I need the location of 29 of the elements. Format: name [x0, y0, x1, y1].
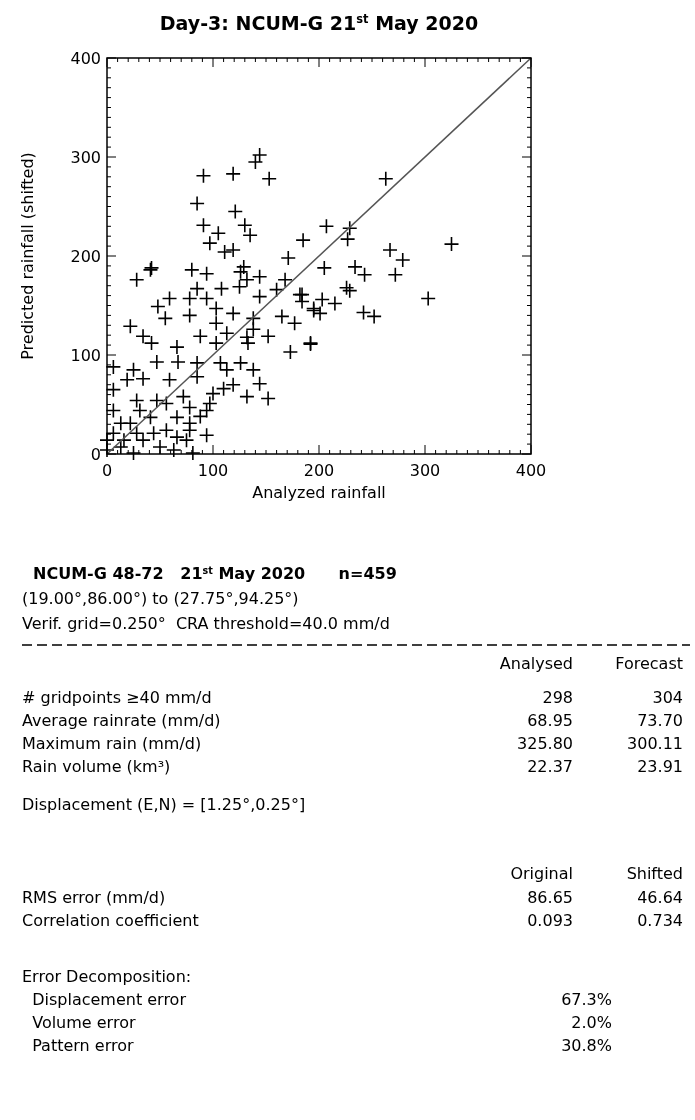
y-tick-label: 200 — [70, 247, 101, 266]
y-tick-label: 400 — [70, 49, 101, 68]
text: Rain volume (km³) 22.37 23.91 — [22, 757, 683, 776]
text: # gridpoints ≥40 mm/d 298 304 — [22, 688, 683, 707]
y-tick-label: 100 — [70, 346, 101, 365]
text: RMS error (mm/d) 86.65 46.64 — [22, 888, 683, 907]
text: Pattern error 30.8% — [32, 1036, 612, 1055]
x-tick-label: 400 — [515, 461, 547, 480]
text: (19.00°,86.00°) to (27.75°,94.25°) — [22, 589, 299, 608]
x-tick-label: 100 — [197, 461, 229, 480]
x-axis-title: Analyzed rainfall — [252, 483, 386, 502]
y-tick-label: 0 — [90, 445, 101, 464]
x-tick-label: 0 — [101, 461, 113, 480]
chart-title: Day-3: NCUM-G 21$^{st}$ May 2020 — [159, 12, 479, 34]
x-tick-label: 300 — [409, 461, 441, 480]
text: Average rainrate (mm/d) 68.95 73.70 — [22, 711, 683, 730]
y-axis-title: Predicted rainfall (shifted) — [18, 152, 37, 360]
text: Analysed Forecast — [499, 654, 683, 673]
text: Correlation coefficient 0.093 0.734 — [22, 911, 683, 930]
text: Volume error 2.0% — [32, 1013, 612, 1032]
text: Displacement error 67.3% — [32, 990, 612, 1009]
text: Original Shifted — [510, 864, 683, 883]
text: NCUM-G 48-72 21$^{st}$ May 2020 n=459 — [33, 564, 397, 583]
text: Displacement (E,N) = [1.25°,0.25°] — [22, 795, 306, 814]
y-tick-label: 300 — [70, 148, 101, 167]
text: Error Decomposition: — [22, 967, 192, 986]
x-tick-label: 200 — [303, 461, 335, 480]
text: Verif. grid=0.250° CRA threshold=40.0 mm/d — [22, 614, 390, 633]
text: Maximum rain (mm/d) 325.80 300.11 — [22, 734, 683, 753]
